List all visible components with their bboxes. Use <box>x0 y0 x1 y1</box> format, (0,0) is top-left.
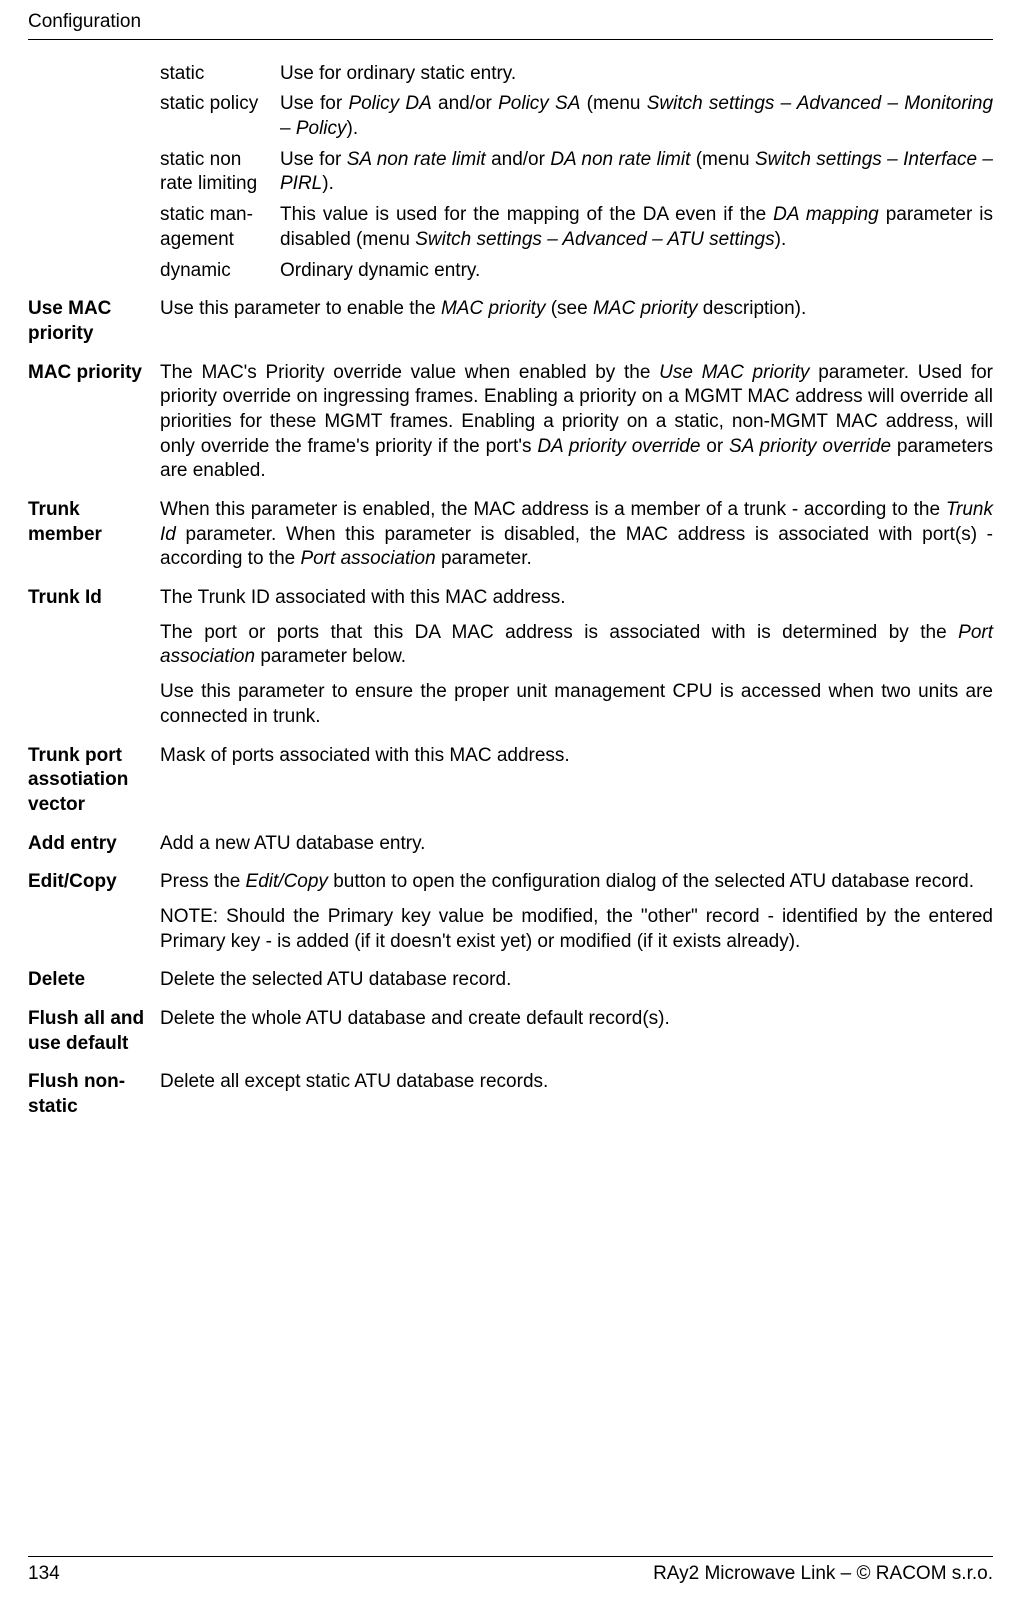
italic-text: Policy DA <box>348 93 431 114</box>
definition-paragraph: Delete the whole ATU database and create… <box>160 1007 993 1032</box>
definition-term: Flush non-static <box>28 1070 160 1119</box>
subtable-definition: Use for SA non rate limit and/or DA non … <box>280 148 993 197</box>
header-rule <box>28 39 993 40</box>
page-footer: 134 RAy2 Microwave Link – © RACOM s.r.o. <box>28 1562 993 1587</box>
definition-row: Add entryAdd a new ATU database entry. <box>28 832 993 857</box>
italic-text: Port association <box>160 622 993 668</box>
italic-text: DA non rate limit <box>550 149 690 170</box>
subtable-term: static policy <box>160 92 280 117</box>
italic-text: Switch settings – Advanced – ATU setting… <box>415 229 774 250</box>
definition-row: Flush all and use defaultDelete the whol… <box>28 1007 993 1056</box>
definition-row: DeleteDelete the selected ATU database r… <box>28 968 993 993</box>
italic-text: Trunk Id <box>160 499 993 545</box>
definition-row: Flush non-staticDelete all except static… <box>28 1070 993 1119</box>
italic-text: DA mapping <box>773 204 879 225</box>
definition-row: Edit/CopyPress the Edit/Copy button to o… <box>28 870 993 954</box>
definition-term: Use MAC priority <box>28 297 160 346</box>
definition-row: MAC priorityThe MAC's Priority override … <box>28 361 993 484</box>
definition-paragraph: Delete all except static ATU database re… <box>160 1070 993 1095</box>
definition-term: Trunk member <box>28 498 160 547</box>
subtable-term: static non rate limiting <box>160 148 280 197</box>
definition-row: Use MAC priorityUse this parameter to en… <box>28 297 993 346</box>
definition-body: Press the Edit/Copy button to open the c… <box>160 870 993 954</box>
definition-term: Trunk port assotiation vector <box>28 744 160 818</box>
italic-text: Use MAC priority <box>659 362 809 383</box>
definition-paragraph: When this parameter is enabled, the MAC … <box>160 498 993 572</box>
italic-text: MAC priority <box>441 298 546 319</box>
definition-row: Trunk IdThe Trunk ID associated with thi… <box>28 586 993 729</box>
definition-term: Trunk Id <box>28 586 160 611</box>
definition-paragraph: The port or ports that this DA MAC addre… <box>160 621 993 670</box>
definition-paragraph: NOTE: Should the Primary key value be mo… <box>160 905 993 954</box>
definition-paragraph: The Trunk ID associated with this MAC ad… <box>160 586 993 611</box>
definition-list: Use MAC priorityUse this parameter to en… <box>28 297 993 1120</box>
italic-text: Policy SA <box>498 93 580 114</box>
subtable-term: static <box>160 62 280 87</box>
definition-body: Delete the whole ATU database and create… <box>160 1007 993 1032</box>
definition-row: Trunk memberWhen this parameter is enabl… <box>28 498 993 572</box>
italic-text: Edit/Copy <box>246 871 328 892</box>
definition-paragraph: Use this parameter to enable the MAC pri… <box>160 297 993 322</box>
subtable-row: static non rate limitingUse for SA non r… <box>160 148 993 197</box>
definition-term: Edit/Copy <box>28 870 160 895</box>
page-number: 134 <box>28 1562 60 1587</box>
subtable-term: dynamic <box>160 259 280 284</box>
italic-text: MAC priority <box>593 298 698 319</box>
subtable-definition: This value is used for the mapping of th… <box>280 203 993 252</box>
definition-paragraph: Mask of ports associated with this MAC a… <box>160 744 993 769</box>
definition-body: Use this parameter to enable the MAC pri… <box>160 297 993 322</box>
subtable-row: static policyUse for Policy DA and/or Po… <box>160 92 993 141</box>
subtable-definition: Use for ordinary static entry. <box>280 62 993 87</box>
definition-term: Flush all and use default <box>28 1007 160 1056</box>
definition-term: Delete <box>28 968 160 993</box>
subtable-row: dynamicOrdinary dynamic entry. <box>160 259 993 284</box>
definition-term: MAC priority <box>28 361 160 386</box>
footer-rule <box>28 1556 993 1557</box>
definition-paragraph: Delete the selected ATU database record. <box>160 968 993 993</box>
definition-term: Add entry <box>28 832 160 857</box>
definition-paragraph: Add a new ATU database entry. <box>160 832 993 857</box>
definition-body: The Trunk ID associated with this MAC ad… <box>160 586 993 729</box>
subtable-row: staticUse for ordinary static entry. <box>160 62 993 87</box>
definition-body: When this parameter is enabled, the MAC … <box>160 498 993 572</box>
subtable-term: static man­agement <box>160 203 280 252</box>
definition-paragraph: Use this parameter to ensure the proper … <box>160 680 993 729</box>
subtable-row: static man­agementThis value is used for… <box>160 203 993 252</box>
entry-state-subtable: staticUse for ordinary static entry.stat… <box>160 62 993 284</box>
definition-body: Delete all except static ATU database re… <box>160 1070 993 1095</box>
definition-body: Mask of ports associated with this MAC a… <box>160 744 993 769</box>
italic-text: Port association <box>300 548 435 569</box>
running-header: Configuration <box>28 0 993 39</box>
definition-row: Trunk port assotiation vectorMask of por… <box>28 744 993 818</box>
definition-body: Delete the selected ATU database record. <box>160 968 993 993</box>
definition-body: The MAC's Priority override value when e… <box>160 361 993 484</box>
italic-text: SA non rate limit <box>347 149 486 170</box>
definition-paragraph: The MAC's Priority override value when e… <box>160 361 993 484</box>
definition-body: Add a new ATU database entry. <box>160 832 993 857</box>
page-content: staticUse for ordinary static entry.stat… <box>28 62 993 1120</box>
italic-text: SA priority override <box>729 436 891 457</box>
subtable-definition: Ordinary dynamic entry. <box>280 259 993 284</box>
subtable-definition: Use for Policy DA and/or Policy SA (menu… <box>280 92 993 141</box>
footer-copyright: RAy2 Microwave Link – © RACOM s.r.o. <box>653 1562 993 1587</box>
italic-text: DA priority override <box>537 436 700 457</box>
definition-paragraph: Press the Edit/Copy button to open the c… <box>160 870 993 895</box>
